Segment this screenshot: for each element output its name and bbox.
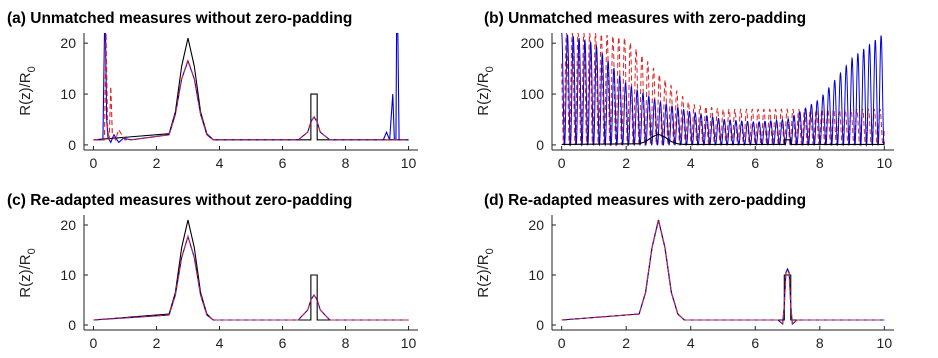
panel-a-x-tick-label: 10 [401, 155, 417, 171]
panel-b-x-tick-label: 2 [622, 155, 630, 171]
panel-b-y-tick-label: 100 [521, 86, 545, 102]
panel-c-ylabel: R(z)/R0 [17, 248, 38, 297]
panel-c-plot-area: 0 2 4 6 8 10 0 10 20 [60, 215, 418, 351]
panel-a: (a) Unmatched measures without zero-padd… [7, 10, 418, 171]
panel-b-title: (b) Unmatched measures with zero-padding [484, 10, 806, 27]
panel-b-x-tick-label: 8 [816, 155, 824, 171]
panel-c-x-tick-label: 8 [342, 335, 350, 351]
panel-d-blue-curve [561, 219, 885, 326]
panel-c-red-dashed-curve [93, 234, 409, 321]
panel-d-plot-area: 0 2 4 6 8 10 0 10 20 [528, 215, 894, 351]
panel-d: (d) Re-adapted measures with zero-paddin… [475, 192, 894, 351]
panel-d-red-dashed-curve [561, 219, 885, 325]
panel-a-y-tick-label: 0 [68, 137, 76, 153]
panel-a-ylabel: R(z)/R0 [17, 66, 38, 115]
panel-d-x-tick-label: 8 [816, 335, 824, 351]
panel-d-ylabel: R(z)/R0 [475, 248, 496, 297]
panel-a-red-dashed-curve [93, 33, 409, 142]
panel-a-black-curve [93, 37, 409, 141]
panel-a-x-tick-label: 8 [342, 155, 350, 171]
panel-a-x-tick-label: 0 [90, 155, 98, 171]
panel-d-x-tick-label: 0 [558, 335, 566, 351]
panel-d-x-tick-label: 2 [622, 335, 630, 351]
panel-b-ylabel: R(z)/R0 [475, 66, 496, 115]
panel-c-x-tick-label: 2 [153, 335, 161, 351]
panel-b-y-tick-label: 0 [536, 137, 544, 153]
panel-c-x-tick-label: 6 [279, 335, 287, 351]
panel-b-x-tick-label: 4 [687, 155, 695, 171]
panel-d-title: (d) Re-adapted measures with zero-paddin… [484, 192, 806, 209]
panel-a-y-tick-label: 20 [60, 35, 76, 51]
panel-a-x-tick-label: 2 [153, 155, 161, 171]
panel-b-y-tick-label: 200 [521, 35, 545, 51]
panel-c-title: (c) Re-adapted measures without zero-pad… [7, 192, 352, 209]
panel-d-y-tick-label: 0 [536, 317, 544, 333]
panel-a-y-tick-label: 10 [60, 86, 76, 102]
svg-text:R(z)/R0: R(z)/R0 [475, 248, 496, 297]
panel-c: (c) Re-adapted measures without zero-pad… [7, 192, 418, 351]
panel-b: (b) Unmatched measures with zero-padding… [475, 10, 894, 171]
panel-b-x-tick-label: 10 [877, 155, 893, 171]
panel-c-x-tick-label: 4 [216, 335, 224, 351]
panel-c-y-tick-label: 10 [60, 267, 76, 283]
panel-a-blue-curve [93, 33, 409, 144]
panel-c-y-tick-label: 0 [68, 317, 76, 333]
panel-d-black-curve [561, 219, 885, 321]
svg-text:R(z)/R0: R(z)/R0 [17, 66, 38, 115]
panel-c-x-tick-label: 10 [401, 335, 417, 351]
panel-b-x-tick-label: 6 [751, 155, 759, 171]
panel-c-x-tick-label: 0 [90, 335, 98, 351]
panel-b-blue-curve [561, 33, 885, 147]
panel-d-x-tick-label: 4 [687, 335, 695, 351]
panel-d-x-tick-label: 10 [877, 335, 893, 351]
panel-a-title: (a) Unmatched measures without zero-padd… [7, 10, 352, 27]
panel-b-x-tick-label: 0 [558, 155, 566, 171]
panel-b-black-curve [561, 133, 885, 145]
panel-a-plot-area: 0 2 4 6 8 10 0 10 20 [60, 33, 418, 171]
panel-c-y-tick-label: 20 [60, 217, 76, 233]
panel-a-x-tick-label: 4 [216, 155, 224, 171]
svg-text:R(z)/R0: R(z)/R0 [17, 248, 38, 297]
panel-a-x-tick-label: 6 [279, 155, 287, 171]
panel-d-y-tick-label: 20 [528, 217, 544, 233]
svg-text:R(z)/R0: R(z)/R0 [475, 66, 496, 115]
panel-d-y-tick-label: 10 [528, 267, 544, 283]
panel-d-x-tick-label: 6 [751, 335, 759, 351]
panel-c-blue-curve [93, 234, 409, 321]
panel-c-black-curve [93, 219, 409, 321]
